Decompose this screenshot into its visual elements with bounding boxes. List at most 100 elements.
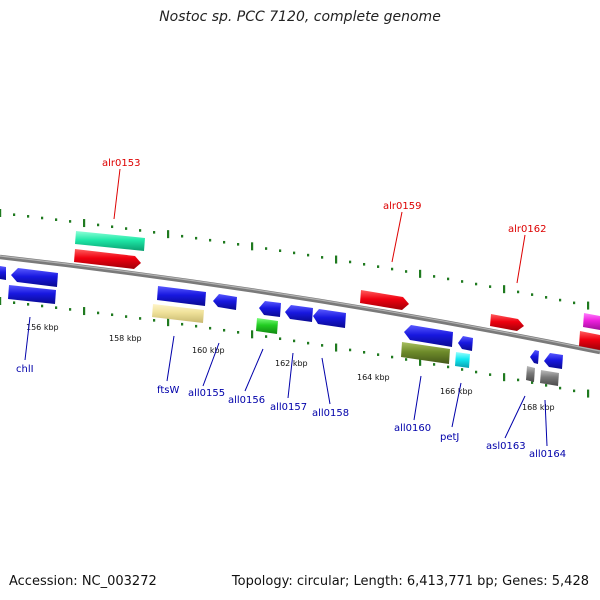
gene-petJ-blue[interactable] <box>458 336 473 351</box>
tick-mark <box>41 216 44 220</box>
leader-line <box>413 375 422 421</box>
leader-line <box>451 382 462 428</box>
tick-mark <box>335 343 338 352</box>
gene-left-edge[interactable] <box>0 266 6 280</box>
tick-mark <box>279 249 282 253</box>
tick-mark <box>97 311 100 315</box>
gene-alr0159[interactable] <box>360 290 409 310</box>
tick-mark <box>69 308 72 311</box>
tick-label: 162 kbp <box>275 359 308 368</box>
gene-ftsW-blue[interactable] <box>157 286 206 306</box>
tick-label: 156 kbp <box>26 323 59 332</box>
gene-label-all0155[interactable]: all0155 <box>188 388 225 399</box>
tick-mark <box>195 236 198 240</box>
gene-label-alr0153[interactable]: alr0153 <box>102 158 140 169</box>
tick-label: 160 kbp <box>192 346 225 355</box>
gene-label-chlI[interactable]: chlI <box>16 364 34 375</box>
leader-line <box>166 335 175 382</box>
gene-chlI[interactable] <box>11 268 58 287</box>
tick-mark <box>363 262 366 266</box>
tick-mark <box>139 317 142 320</box>
tick-mark <box>475 282 478 286</box>
tick-mark <box>573 389 576 393</box>
tick-mark <box>223 240 226 244</box>
leader-line <box>24 316 31 361</box>
tick-mark <box>237 331 240 334</box>
gene-all0156[interactable] <box>256 318 278 334</box>
gene-chlI-lower[interactable] <box>8 285 56 304</box>
gene-label-all0160[interactable]: all0160 <box>394 423 431 434</box>
tick-mark <box>447 277 450 281</box>
gene-ftsW[interactable] <box>152 304 204 323</box>
gene-label-all0157[interactable]: all0157 <box>270 402 307 413</box>
tick-mark <box>237 243 240 246</box>
tick-mark <box>13 301 16 305</box>
tick-mark <box>181 234 184 238</box>
tick-mark <box>559 386 562 390</box>
gene-label-petJ[interactable]: petJ <box>440 432 459 443</box>
gene-label-asl0163[interactable]: asl0163 <box>486 441 526 452</box>
tick-mark <box>573 301 576 305</box>
gene-label-alr0162[interactable]: alr0162 <box>508 224 546 235</box>
tick-mark <box>195 324 198 328</box>
leader-line <box>391 211 403 263</box>
tick-mark <box>265 335 268 338</box>
gene-all0160[interactable] <box>401 342 450 364</box>
gene-alr0153-teal[interactable] <box>75 231 145 251</box>
gene-alr0153[interactable] <box>74 249 141 269</box>
gene-all0158[interactable] <box>313 309 346 328</box>
gene-label-all0158[interactable]: all0158 <box>312 408 349 419</box>
leader-line <box>504 395 526 439</box>
tick-mark <box>279 337 282 341</box>
leader-line <box>544 399 548 447</box>
tick-mark <box>321 256 324 259</box>
gene-label-all0156[interactable]: all0156 <box>228 395 265 406</box>
leader-line <box>321 357 331 405</box>
tick-mark <box>111 313 114 317</box>
gene-right-red[interactable] <box>579 331 600 350</box>
tick-mark <box>83 307 86 316</box>
tick-mark <box>167 318 170 327</box>
tick-mark <box>447 365 450 369</box>
tick-mark <box>97 223 100 227</box>
tick-mark <box>307 253 310 257</box>
tick-mark <box>489 285 492 288</box>
tick-label: 164 kbp <box>357 373 390 382</box>
tick-mark <box>349 348 352 352</box>
gene-all0164-blue[interactable] <box>544 353 563 369</box>
tick-mark <box>181 322 184 326</box>
gene-right-magenta[interactable] <box>583 313 600 330</box>
tick-label: 166 kbp <box>440 387 473 396</box>
accession-text: Accession: NC_003272 <box>9 574 157 589</box>
tick-mark <box>475 370 478 374</box>
gene-all0156-blue[interactable] <box>259 301 281 317</box>
tick-mark <box>531 293 534 296</box>
gene-alr0162[interactable] <box>490 314 524 331</box>
tick-mark <box>307 341 310 345</box>
tick-mark <box>223 328 226 332</box>
gene-asl0163-blue[interactable] <box>530 350 539 364</box>
gene-label-alr0159[interactable]: alr0159 <box>383 201 421 212</box>
gene-label-ftsW[interactable]: ftsW <box>157 385 179 396</box>
tick-mark <box>517 378 520 382</box>
tick-mark <box>139 229 142 232</box>
tick-mark <box>69 220 72 223</box>
leader-line <box>113 168 121 220</box>
gene-petJ[interactable] <box>455 352 470 368</box>
genome-backbone <box>0 254 600 355</box>
map-title: Nostoc sp. PCC 7120, complete genome <box>159 9 441 25</box>
gene-all0164[interactable] <box>540 370 559 386</box>
tick-mark <box>0 297 2 305</box>
tick-mark <box>209 238 212 242</box>
tick-mark <box>55 306 58 309</box>
tick-mark <box>265 247 268 250</box>
gene-all0155[interactable] <box>213 294 237 310</box>
tick-label: 168 kbp <box>522 403 555 412</box>
gene-all0157[interactable] <box>285 305 313 322</box>
tick-mark <box>391 267 394 271</box>
gene-label-all0164[interactable]: all0164 <box>529 449 566 460</box>
gene-asl0163[interactable] <box>526 366 535 382</box>
gene-all0160-blue[interactable] <box>404 325 453 347</box>
tick-mark <box>517 290 520 294</box>
tick-mark <box>433 275 436 278</box>
